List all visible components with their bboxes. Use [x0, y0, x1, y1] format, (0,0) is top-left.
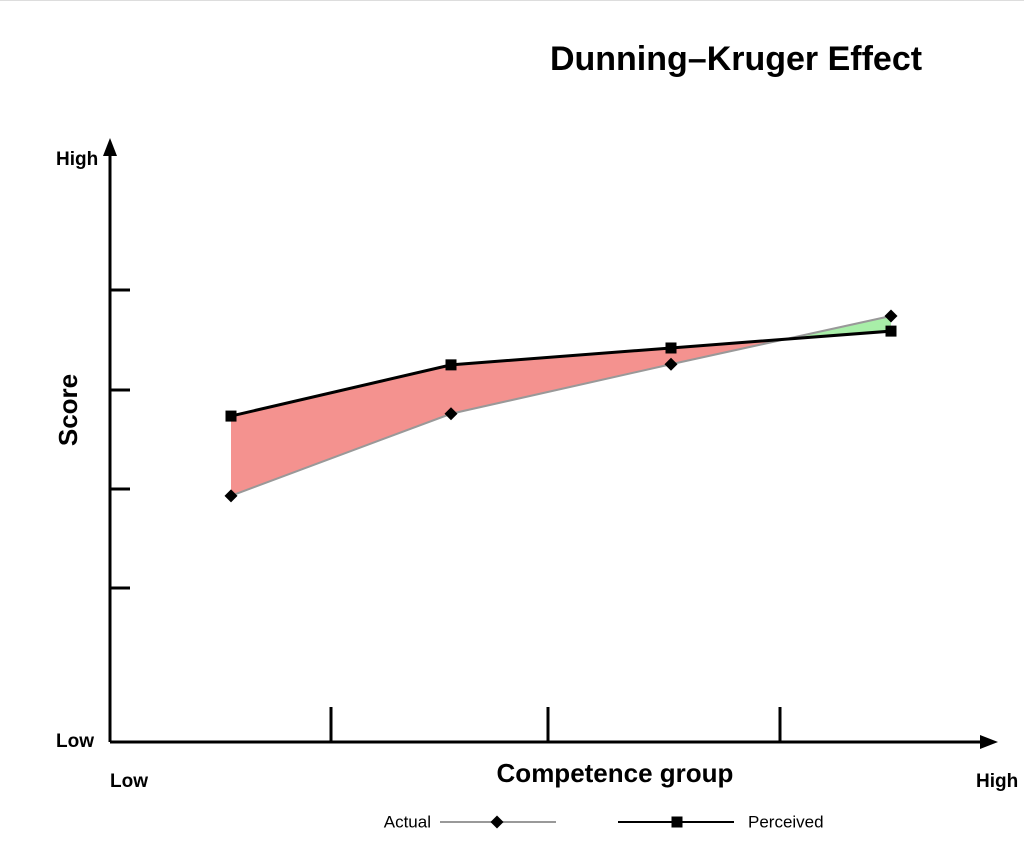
- legend-label: Actual: [384, 812, 431, 831]
- x-end-label: Low: [110, 771, 148, 792]
- chart-title: Dunning–Kruger Effect: [550, 40, 922, 78]
- fills: [231, 315, 891, 496]
- y-arrow: [103, 138, 117, 156]
- marker: [884, 309, 898, 323]
- lines: [224, 309, 898, 503]
- x-arrow: [980, 735, 998, 749]
- marker: [885, 325, 897, 337]
- axes: [108, 152, 985, 744]
- gap-fill: [231, 364, 451, 496]
- legend: Actual Perceived: [384, 812, 824, 831]
- gap-fill: [451, 347, 671, 414]
- x-end-label: High: [976, 771, 1018, 792]
- marker: [665, 342, 677, 354]
- marker: [671, 816, 683, 828]
- x-axis-title: Competence group: [497, 758, 734, 788]
- marker: [225, 410, 237, 422]
- legend-label: Perceived: [748, 812, 824, 831]
- marker: [664, 357, 678, 371]
- y-tick-label: High: [56, 149, 98, 170]
- y-axis-title: Score: [53, 374, 83, 446]
- marker: [490, 815, 504, 829]
- marker: [224, 489, 238, 503]
- marker: [444, 407, 458, 421]
- y-tick-label: Low: [56, 731, 94, 752]
- series-line: [230, 329, 892, 418]
- marker: [445, 359, 457, 371]
